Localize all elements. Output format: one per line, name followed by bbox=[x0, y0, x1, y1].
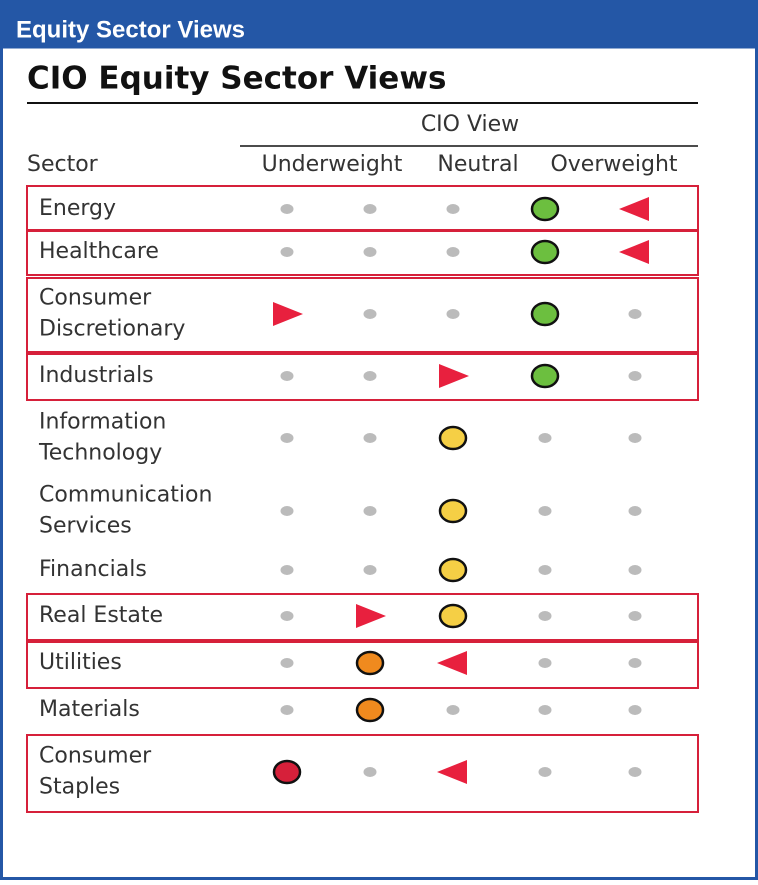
view-marker bbox=[272, 759, 302, 785]
dot bbox=[628, 658, 642, 668]
dot bbox=[280, 433, 294, 443]
highlight-box bbox=[26, 641, 699, 689]
change-arrow bbox=[273, 302, 303, 326]
sector-name: Communication bbox=[39, 483, 212, 508]
highlight-box bbox=[26, 230, 699, 276]
scale-label: Underweight bbox=[262, 152, 403, 177]
dot bbox=[280, 705, 294, 715]
sector-name: Consumer bbox=[39, 286, 152, 311]
view-marker bbox=[438, 498, 468, 524]
dot bbox=[280, 247, 294, 257]
sector-label: Sector bbox=[27, 152, 99, 177]
dot bbox=[538, 767, 552, 777]
change-arrow bbox=[619, 240, 649, 264]
dot bbox=[363, 767, 377, 777]
view-marker bbox=[355, 650, 385, 676]
view-marker bbox=[530, 363, 560, 389]
dot bbox=[363, 565, 377, 575]
dot bbox=[446, 309, 460, 319]
dot bbox=[363, 506, 377, 516]
change-arrow bbox=[619, 197, 649, 221]
dot bbox=[363, 204, 377, 214]
highlight-box bbox=[26, 277, 699, 353]
dot bbox=[628, 705, 642, 715]
sector-name: Industrials bbox=[39, 363, 154, 388]
highlight-box bbox=[26, 593, 699, 641]
group-label: CIO View bbox=[421, 112, 519, 137]
scale-label: Neutral bbox=[437, 152, 518, 177]
view-marker bbox=[530, 239, 560, 265]
view-marker bbox=[438, 603, 468, 629]
view-marker bbox=[530, 301, 560, 327]
sector-name: Energy bbox=[39, 196, 116, 221]
scale-label: Overweight bbox=[550, 152, 677, 177]
dot bbox=[628, 506, 642, 516]
sector-name: Utilities bbox=[39, 650, 122, 675]
highlight-box bbox=[26, 353, 699, 401]
dot bbox=[628, 611, 642, 621]
dot bbox=[628, 565, 642, 575]
dot bbox=[628, 767, 642, 777]
view-marker bbox=[438, 557, 468, 583]
view-marker bbox=[438, 425, 468, 451]
dot bbox=[446, 247, 460, 257]
dot bbox=[538, 658, 552, 668]
dot bbox=[538, 506, 552, 516]
dot bbox=[446, 705, 460, 715]
dot bbox=[538, 433, 552, 443]
panel-title: CIO Equity Sector Views bbox=[27, 61, 446, 97]
change-arrow bbox=[356, 604, 386, 628]
dot bbox=[538, 565, 552, 575]
dot bbox=[363, 247, 377, 257]
view-marker bbox=[355, 697, 385, 723]
change-arrow bbox=[439, 364, 469, 388]
sector-name: Staples bbox=[39, 775, 120, 800]
dot bbox=[280, 506, 294, 516]
dot bbox=[628, 309, 642, 319]
sector-name: Consumer bbox=[39, 744, 152, 769]
sector-name: Materials bbox=[39, 697, 140, 722]
dot bbox=[363, 371, 377, 381]
dot bbox=[280, 371, 294, 381]
header-title: Equity Sector Views bbox=[16, 16, 245, 43]
header-bar bbox=[1, 1, 757, 49]
sector-name: Services bbox=[39, 514, 132, 539]
dot bbox=[363, 433, 377, 443]
dot bbox=[280, 658, 294, 668]
dot bbox=[446, 204, 460, 214]
dot bbox=[538, 705, 552, 715]
dot bbox=[280, 565, 294, 575]
sector-name: Information bbox=[39, 410, 166, 435]
dot bbox=[363, 309, 377, 319]
dot bbox=[628, 433, 642, 443]
sector-name: Financials bbox=[39, 557, 147, 582]
dot bbox=[628, 371, 642, 381]
dot bbox=[280, 204, 294, 214]
sector-name: Discretionary bbox=[39, 317, 185, 342]
change-arrow bbox=[437, 651, 467, 675]
change-arrow bbox=[437, 760, 467, 784]
dot bbox=[538, 611, 552, 621]
highlight-box bbox=[26, 734, 699, 813]
sector-name: Healthcare bbox=[39, 239, 159, 264]
view-marker bbox=[530, 196, 560, 222]
sector-name: Real Estate bbox=[39, 603, 163, 628]
dot bbox=[280, 611, 294, 621]
sector-name: Technology bbox=[38, 441, 162, 466]
